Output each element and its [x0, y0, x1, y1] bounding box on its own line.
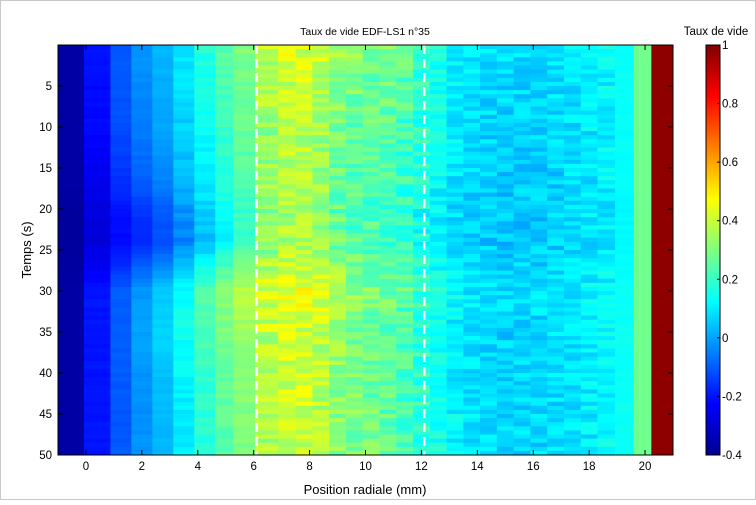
figure: Taux de vide EDF-LS1 n°35 0 2 4 6 8 10 12 14 16 1…: [0, 0, 756, 500]
figure-frame: [0, 0, 756, 500]
